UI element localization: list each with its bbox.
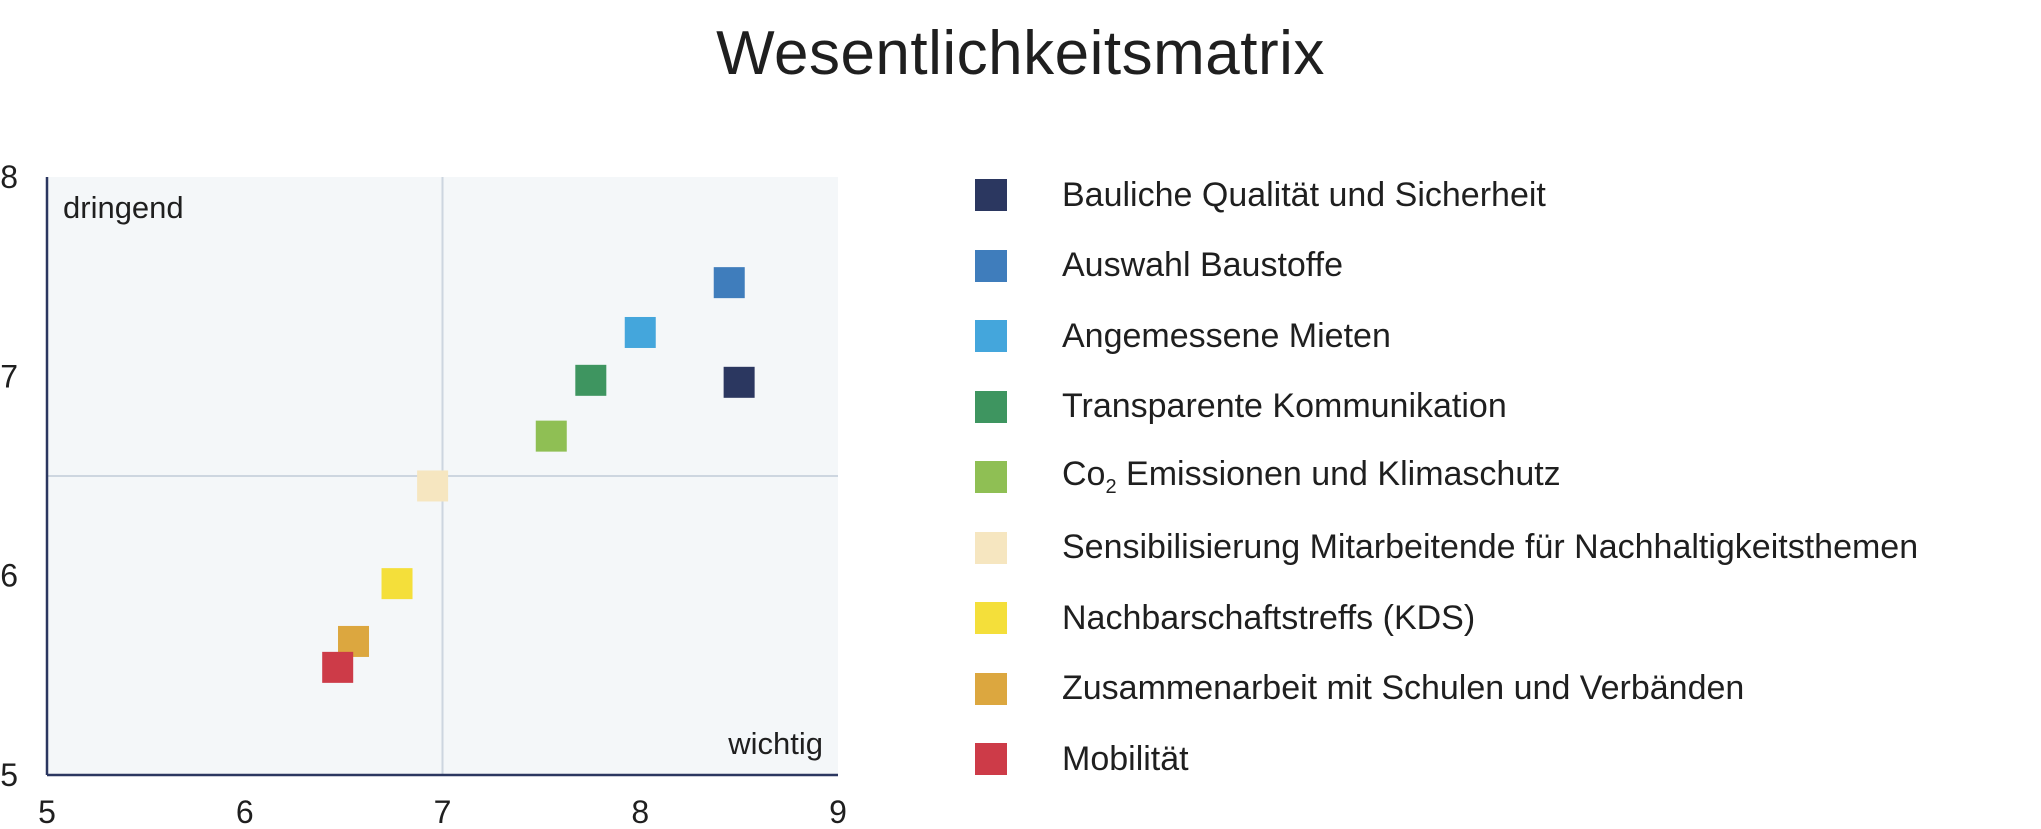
legend-item-4: Transparente Kommunikation	[975, 372, 1918, 443]
legend-label: Transparente Kommunikation	[1062, 387, 1507, 426]
legend-swatch	[975, 179, 1007, 212]
legend-label: Zusammenarbeit mit Schulen und Verbänden	[1062, 669, 1745, 708]
x-tick-label-8: 8	[631, 794, 649, 829]
legend-swatch	[975, 461, 1007, 494]
y-tick-label-8: 8	[0, 159, 18, 195]
legend-label: Nachbarschaftstreffs (KDS)	[1062, 598, 1476, 637]
legend-swatch	[975, 672, 1007, 705]
data-point-1	[723, 366, 755, 398]
x-tick-label-6: 6	[236, 794, 254, 829]
data-point-5	[535, 420, 567, 452]
legend-label: Bauliche Qualität und Sicherheit	[1062, 175, 1546, 214]
chart-title: Wesentlichkeitsmatrix	[716, 19, 1325, 88]
legend-item-8: Zusammenarbeit mit Schulen und Verbänden	[975, 654, 1918, 725]
legend: Bauliche Qualität und Sicherheit Auswahl …	[975, 160, 1918, 795]
quadrant-label-bottom-right: wichtig	[727, 726, 823, 761]
legend-item-2: Auswahl Baustoffe	[975, 231, 1918, 302]
x-tick-label-7: 7	[434, 794, 452, 829]
legend-swatch	[975, 531, 1007, 564]
legend-label: Sensibilisierung Mitarbeitende für Nachh…	[1062, 528, 1919, 567]
y-tick-label-5: 5	[0, 757, 18, 793]
x-tick-label-5: 5	[38, 794, 56, 829]
legend-swatch	[975, 249, 1007, 282]
data-point-7	[381, 568, 413, 600]
data-point-6	[417, 470, 449, 502]
data-point-2	[713, 267, 745, 299]
legend-item-5: Co2 Emissionen und Klimaschutz	[975, 442, 1918, 513]
y-tick-label-7: 7	[0, 358, 18, 394]
legend-item-6: Sensibilisierung Mitarbeitende für Nachh…	[975, 513, 1918, 584]
data-points	[322, 267, 755, 683]
legend-swatch	[975, 320, 1007, 353]
legend-item-9: Mobilität	[975, 724, 1918, 795]
legend-label: Auswahl Baustoffe	[1062, 246, 1343, 285]
legend-label: Mobilität	[1062, 739, 1189, 778]
quadrant-label-top-left: dringend	[63, 190, 184, 225]
data-point-3	[624, 316, 656, 348]
data-point-8	[338, 625, 370, 657]
y-tick-labels: 5 6 7 8	[0, 159, 18, 793]
legend-item-3: Angemessene Mieten	[975, 301, 1918, 372]
data-point-9	[322, 651, 354, 683]
legend-label: Co2 Emissionen und Klimaschutz	[1062, 455, 1561, 499]
data-point-4	[575, 364, 607, 396]
legend-label: Angemessene Mieten	[1062, 316, 1391, 355]
legend-swatch	[975, 390, 1007, 423]
legend-item-1: Bauliche Qualität und Sicherheit	[975, 160, 1918, 231]
legend-swatch	[975, 743, 1007, 776]
legend-swatch	[975, 602, 1007, 635]
x-tick-labels: 5 6 7 8 9	[38, 794, 847, 829]
y-tick-label-6: 6	[0, 558, 18, 594]
legend-item-7: Nachbarschaftstreffs (KDS)	[975, 583, 1918, 654]
x-tick-label-9: 9	[829, 794, 847, 829]
